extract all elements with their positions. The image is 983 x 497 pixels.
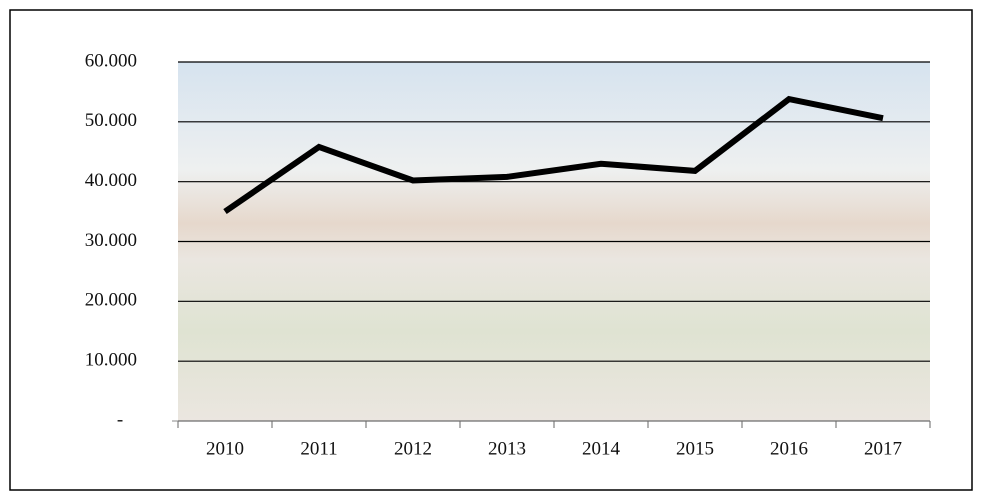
y-tick-label: 50.000 xyxy=(85,110,137,131)
x-tick-label: 2014 xyxy=(582,438,621,459)
y-tick-label: 60.000 xyxy=(85,50,137,71)
x-tick-marks xyxy=(177,421,931,428)
x-tick-label: 2016 xyxy=(770,438,808,459)
y-tick-label: - xyxy=(117,409,123,430)
y-tick-label: 10.000 xyxy=(85,350,137,371)
x-tick-label: 2013 xyxy=(488,438,526,459)
y-tick-label: 20.000 xyxy=(85,290,137,311)
x-tick-label: 2010 xyxy=(206,438,244,459)
x-tick-label: 2015 xyxy=(676,438,714,459)
x-tick-label: 2011 xyxy=(300,438,337,459)
y-tick-label: 40.000 xyxy=(85,170,137,191)
y-tick-label: 30.000 xyxy=(85,230,137,251)
line xyxy=(223,95,884,215)
x-tick-label: 2012 xyxy=(394,438,432,459)
x-tick-label: 2017 xyxy=(864,438,902,459)
